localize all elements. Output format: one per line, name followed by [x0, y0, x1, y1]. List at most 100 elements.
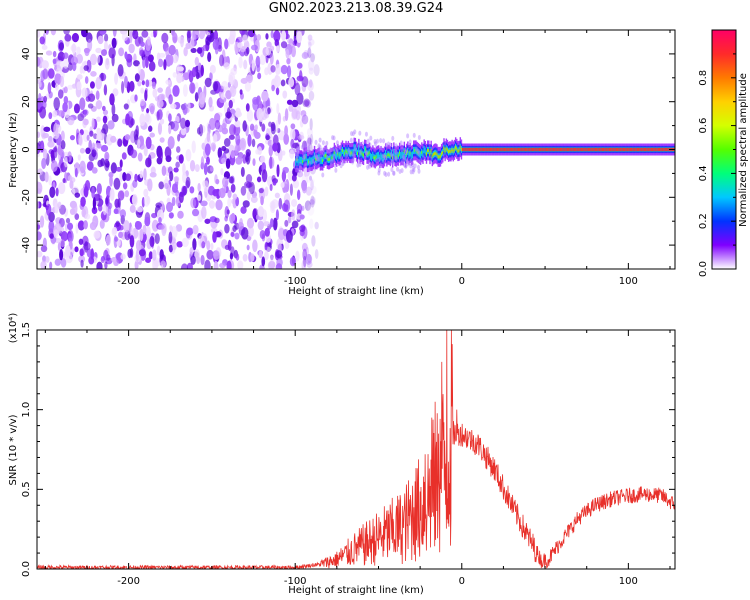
heatmap-noise-cell	[120, 253, 126, 260]
heatmap-noise-cell	[189, 247, 194, 255]
heatmap-noise-cell	[149, 132, 155, 138]
heatmap-ridge-cell	[571, 147, 573, 152]
heatmap-ridge-speckle	[353, 148, 357, 154]
heatmap-ridge-speckle	[308, 149, 312, 155]
heatmap-noise-cell	[69, 135, 75, 141]
heatmap-ridge-cell	[425, 152, 428, 156]
heatmap-noise-cell	[91, 149, 97, 158]
heatmap-ridge-cell	[519, 147, 521, 152]
heatmap-noise-cell	[308, 79, 313, 88]
heatmap-noise-cell	[103, 249, 109, 261]
heatmap-ridge-speckle	[384, 172, 388, 178]
heatmap-ridge-cell	[370, 153, 373, 161]
heatmap-ridge-cell	[530, 147, 533, 152]
heatmap-noise-cell	[304, 170, 308, 177]
heatmap-noise-cell	[77, 132, 83, 146]
heatmap-noise-cell	[267, 260, 276, 269]
heatmap-noise-cell	[37, 224, 41, 230]
heatmap-noise-cell	[218, 54, 225, 67]
heatmap-noise-cell	[235, 156, 243, 165]
heatmap-ridge-speckle	[361, 141, 365, 147]
heatmap-noise-cell	[68, 62, 73, 71]
heatmap-noise-cell	[104, 57, 110, 70]
heatmap-noise-cell	[70, 56, 79, 66]
heatmap-noise-cell	[209, 200, 215, 209]
heatmap-noise-cell	[304, 200, 312, 211]
heatmap-noise-cell	[143, 145, 148, 157]
heatmap-noise-cell	[156, 98, 164, 109]
heatmap-noise-cell	[289, 183, 293, 196]
heatmap-noise-cell	[104, 151, 110, 162]
heatmap-ridge-cell	[555, 147, 557, 152]
heatmap-noise-cell	[159, 149, 164, 162]
heatmap-noise-cell	[132, 179, 138, 189]
heatmap-ridge-speckle	[354, 145, 358, 151]
heatmap-noise-cell	[307, 81, 314, 92]
snr-x-axis: -200 -100 0 100	[44, 330, 671, 587]
heatmap-ridge-cell	[337, 152, 339, 156]
heatmap-ridge-cell	[541, 147, 543, 152]
heatmap-ridge-cell	[580, 147, 583, 152]
heatmap-ridge-cell	[666, 147, 668, 152]
heatmap-ridge-speckle	[317, 149, 321, 155]
heatmap-noise-cell	[214, 112, 221, 123]
heatmap-ridge-cell	[585, 147, 587, 152]
heatmap-ridge-cell	[533, 147, 535, 152]
heatmap-noise-cell	[198, 91, 206, 105]
heatmap-ridge-speckle	[351, 131, 355, 137]
heatmap-noise-cell	[57, 110, 65, 117]
heatmap-ridge-cell	[407, 149, 409, 153]
heatmap-noise-cell	[242, 154, 247, 164]
heatmap-noise-cell	[290, 123, 296, 130]
heatmap-noise-cell	[150, 32, 154, 38]
heatmap-noise-cell	[123, 220, 130, 233]
heatmap-noise-cell	[171, 183, 178, 194]
heatmap-ridge-speckle	[295, 167, 299, 173]
heatmap-ridge-cell	[387, 153, 389, 157]
heatmap-noise-cell	[169, 171, 174, 182]
heatmap-noise-cell	[71, 43, 77, 54]
heatmap-ridge-speckle	[322, 151, 326, 157]
heatmap-ridge-cell	[492, 147, 494, 152]
heatmap-ridge-cell	[435, 151, 437, 155]
heatmap-ridge-cell	[493, 147, 495, 152]
heatmap-noise-cell	[74, 167, 78, 178]
heatmap-noise-cell	[224, 223, 230, 234]
heatmap-noise-cell	[308, 41, 312, 49]
heatmap-noise-cell	[185, 176, 191, 188]
heatmap-noise-cell	[191, 208, 200, 217]
heatmap-ridge-cell	[475, 147, 478, 152]
heatmap-ridge-speckle	[324, 145, 328, 151]
heatmap-ridge-speckle	[416, 148, 420, 154]
heatmap-noise-cell	[209, 64, 216, 74]
heatmap-noise-cell	[217, 147, 223, 159]
heatmap-ridge-cell	[566, 147, 569, 152]
heatmap-noise-cell	[230, 150, 235, 159]
heatmap-noise-cell	[306, 261, 313, 268]
heatmap-ridge-speckle	[406, 133, 410, 139]
heatmap-ridge-speckle	[377, 170, 381, 176]
heatmap-noise-cell	[204, 259, 211, 269]
heatmap-noise-cell	[119, 171, 124, 182]
heatmap-ridge-speckle	[377, 167, 381, 173]
heatmap-ridge-cell	[608, 147, 611, 152]
heatmap-noise-cell	[139, 228, 144, 242]
heatmap-noise-cell	[201, 206, 207, 219]
heatmap-ridge-cell	[584, 147, 586, 152]
heatmap-noise-cell	[124, 173, 132, 181]
heatmap-ridge-cell	[473, 147, 476, 152]
heatmap-noise-cell	[213, 260, 219, 269]
heatmap-noise-cell	[111, 103, 116, 116]
heatmap-ridge-cell	[336, 153, 338, 161]
heatmap-ridge-cell	[437, 155, 439, 159]
heatmap-noise-cell	[155, 202, 163, 208]
heatmap-ridge-speckle	[405, 158, 409, 164]
heatmap-ridge-cell	[618, 147, 620, 152]
heatmap-ridge-speckle	[412, 167, 416, 173]
heatmap-ridge-cell	[338, 152, 340, 160]
heatmap-ridge-speckle	[341, 159, 345, 165]
heatmap-noise-cell	[151, 249, 157, 261]
heatmap-ridge-cell	[470, 147, 472, 152]
heatmap-noise-cell	[303, 98, 310, 107]
heatmap-noise-cell	[62, 177, 66, 184]
